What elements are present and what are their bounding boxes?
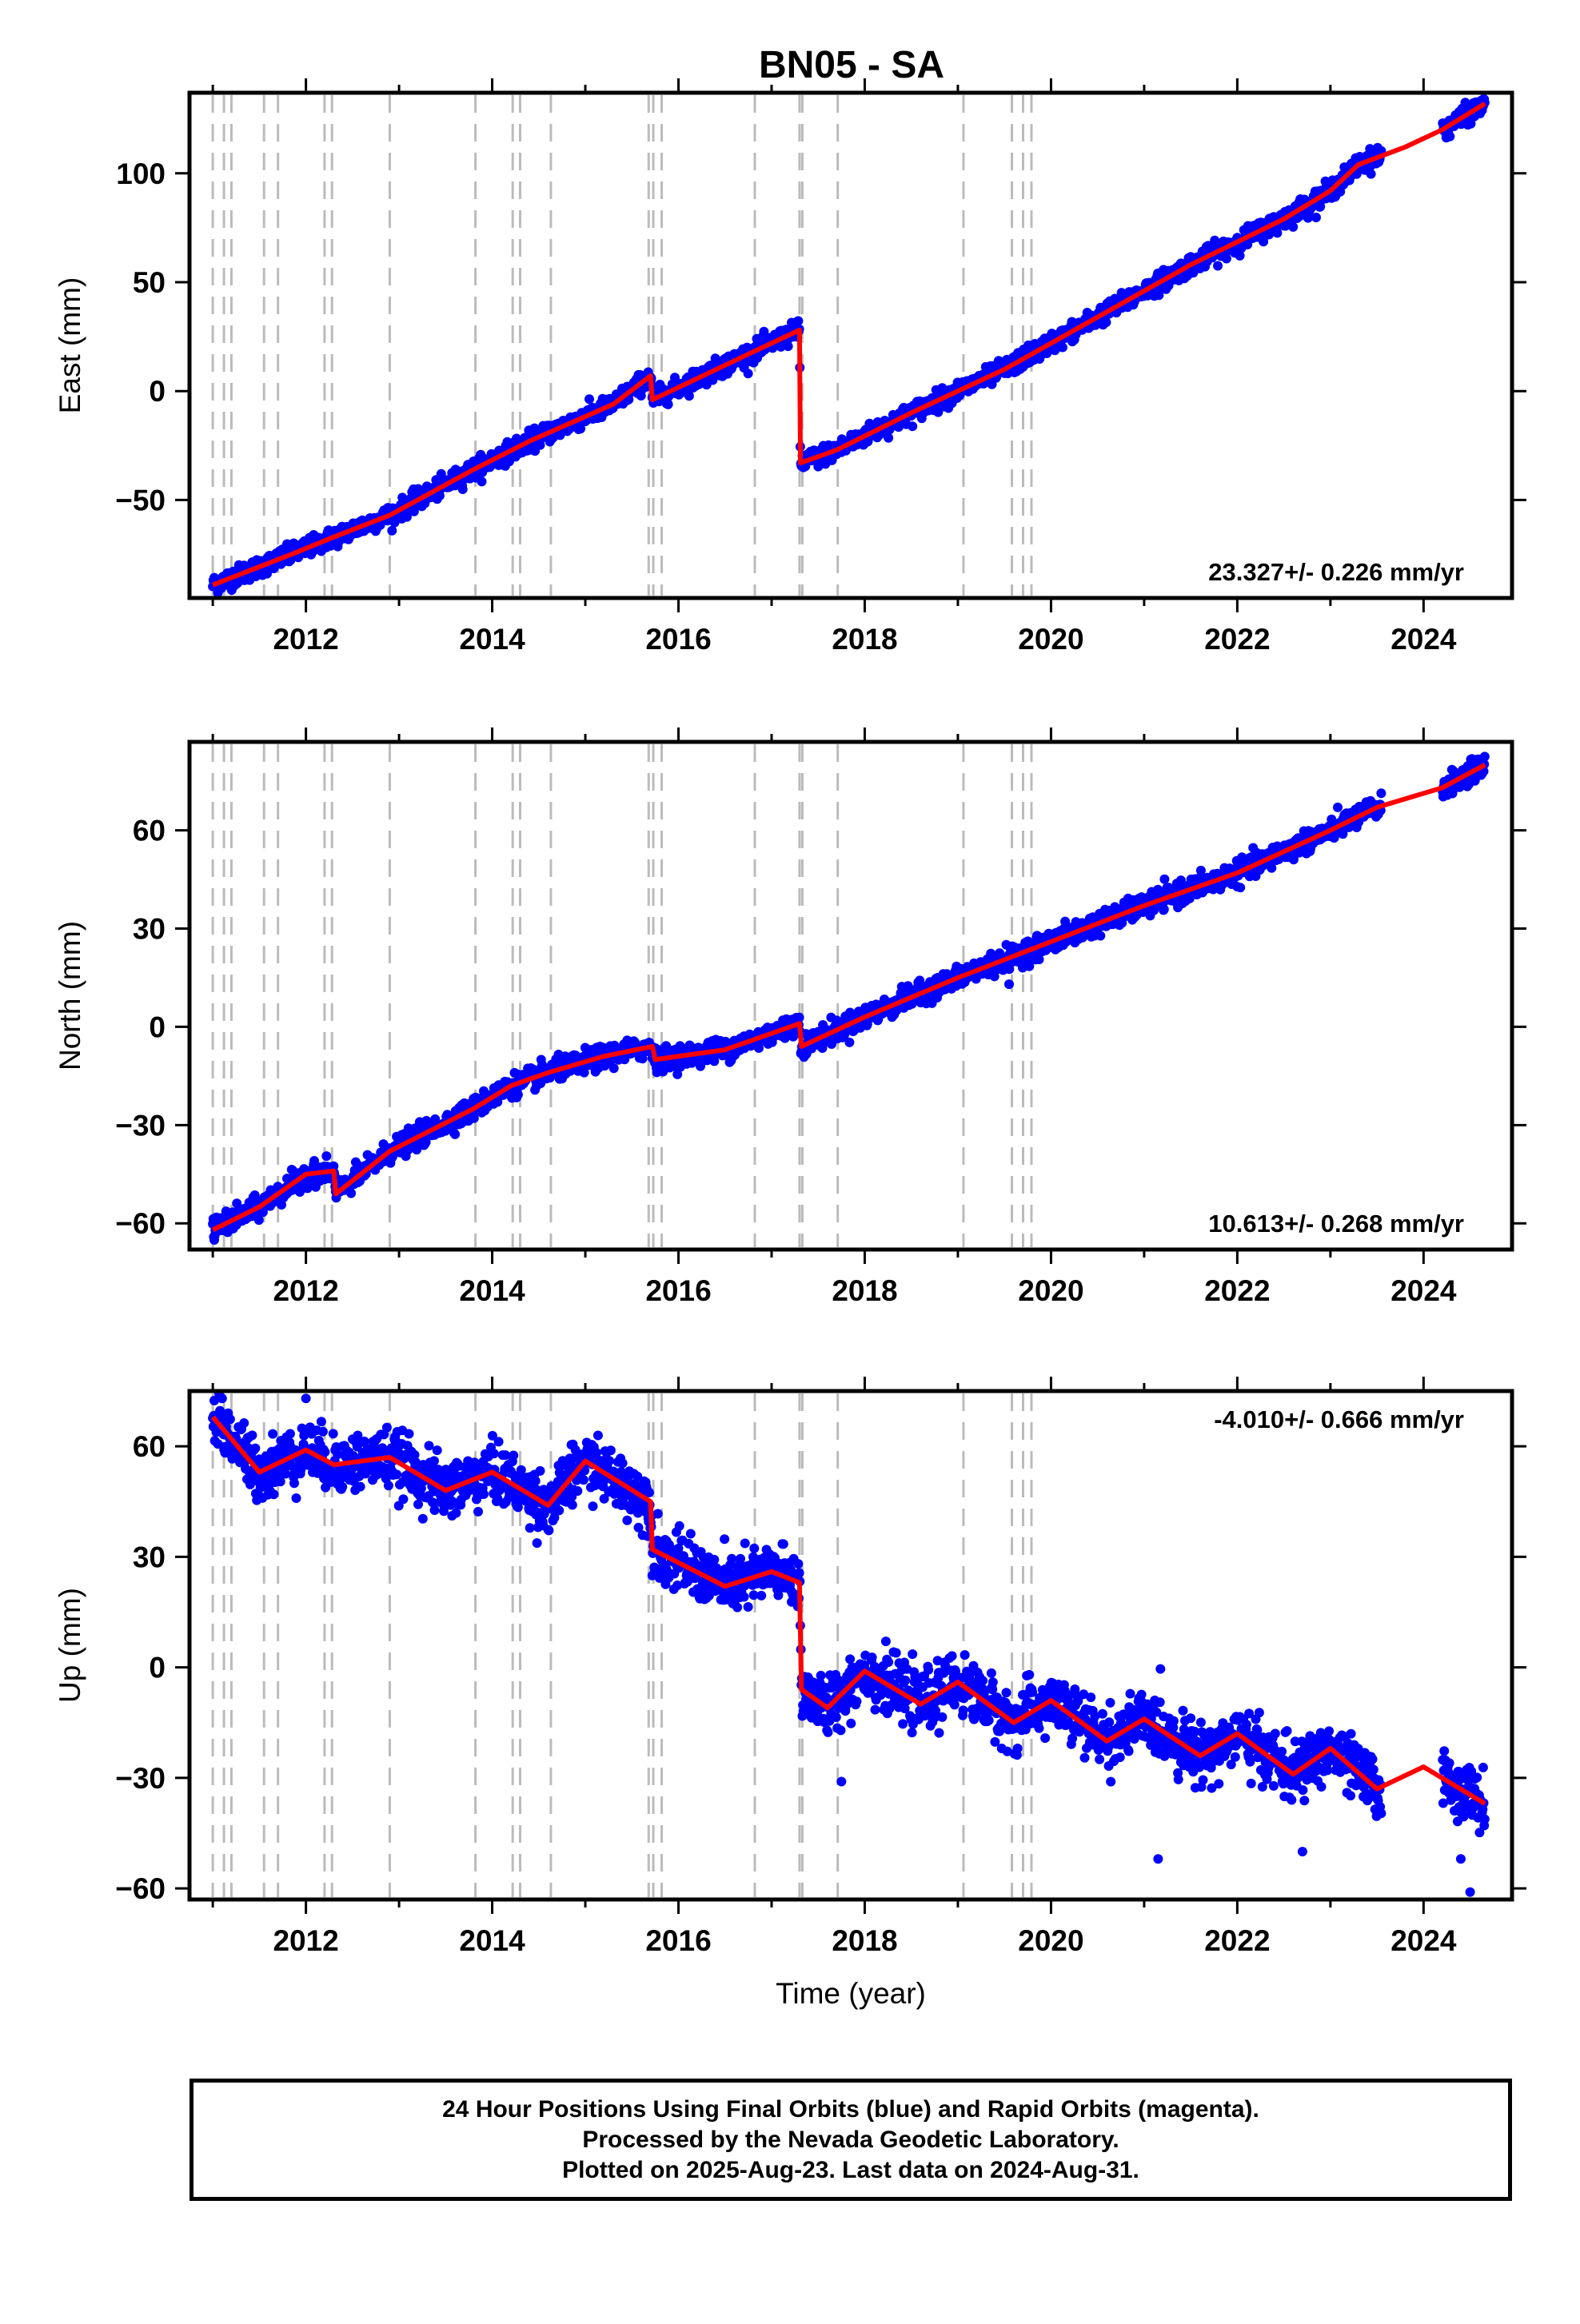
data-point	[1445, 132, 1454, 142]
x-tick-label: 2020	[1018, 1274, 1083, 1307]
x-tick-label: 2018	[832, 623, 897, 656]
y-tick-label: 50	[133, 266, 166, 299]
data-point	[884, 433, 893, 443]
data-point	[1376, 788, 1386, 798]
y-tick-label: 0	[149, 1011, 166, 1043]
data-point	[793, 317, 803, 326]
rate-label: 23.327+/- 0.226 mm/yr	[1208, 558, 1464, 586]
x-tick-label: 2014	[459, 623, 525, 656]
data-point	[458, 484, 468, 494]
data-point	[247, 1430, 257, 1440]
data-point	[1095, 931, 1105, 941]
data-point	[1058, 343, 1067, 353]
x-tick-label: 2016	[645, 1274, 711, 1307]
x-tick-label: 2024	[1390, 1274, 1457, 1307]
data-point	[1480, 751, 1490, 761]
x-tick-label: 2016	[645, 623, 711, 656]
data-point	[450, 1130, 460, 1139]
y-tick-label: 30	[133, 913, 166, 946]
data-point	[1101, 317, 1111, 327]
data-point	[346, 1189, 356, 1198]
data-point	[1159, 875, 1169, 884]
x-tick-label: 2022	[1204, 623, 1270, 656]
data-point	[225, 1414, 235, 1424]
y-tick-label: 100	[116, 157, 166, 190]
x-tick-label: 2014	[459, 1274, 525, 1307]
data-point	[1222, 254, 1231, 264]
data-point	[585, 394, 594, 404]
y-tick-label: −50	[115, 484, 166, 516]
x-tick-label: 2024	[1390, 623, 1457, 656]
data-points-north	[208, 751, 1490, 1245]
data-point	[477, 476, 487, 486]
data-point	[908, 421, 917, 431]
y-axis-label: East (mm)	[54, 277, 86, 414]
plot-frame	[190, 742, 1512, 1250]
y-tick-label: 60	[133, 815, 166, 847]
data-point	[1004, 979, 1014, 989]
data-point	[387, 526, 397, 536]
y-tick-label: 0	[149, 375, 166, 408]
x-tick-label: 2020	[1018, 623, 1083, 656]
data-point	[795, 1013, 804, 1022]
data-point	[1235, 883, 1245, 892]
data-point	[744, 369, 753, 378]
data-point	[1213, 261, 1223, 271]
y-tick-label: −60	[115, 1207, 166, 1240]
panel-east: 2012 2014 2016 2018 2020 2022 2024 −50 0 50 100 Eas…	[54, 78, 1526, 656]
panel-north: 2012 2014 2016 2018 2020 2022 2024 −60 −30 0 30 60 N…	[54, 727, 1526, 1307]
data-point	[1288, 222, 1298, 232]
data-point	[1272, 228, 1282, 237]
x-tick-label: 2012	[273, 1274, 338, 1307]
data-point	[239, 1418, 249, 1428]
y-axis-label: North (mm)	[54, 921, 86, 1070]
rate-label: 10.613+/- 0.268 mm/yr	[1208, 1210, 1464, 1238]
y-tick-label: −30	[115, 1109, 166, 1142]
data-point	[1367, 169, 1376, 179]
data-point	[250, 1444, 260, 1453]
chart-title: BN05 - SA	[759, 44, 944, 86]
data-points-east	[208, 94, 1490, 598]
data-point	[1159, 905, 1169, 915]
data-point	[321, 1151, 331, 1161]
x-tick-label: 2022	[1204, 1274, 1270, 1307]
data-point	[536, 440, 545, 450]
x-tick-label: 2012	[273, 623, 338, 656]
data-point	[1311, 213, 1321, 222]
data-point	[609, 1063, 619, 1073]
data-point	[844, 1038, 854, 1047]
data-point	[1333, 803, 1343, 812]
x-tick-label: 2018	[832, 1274, 897, 1307]
data-point	[513, 1090, 523, 1099]
